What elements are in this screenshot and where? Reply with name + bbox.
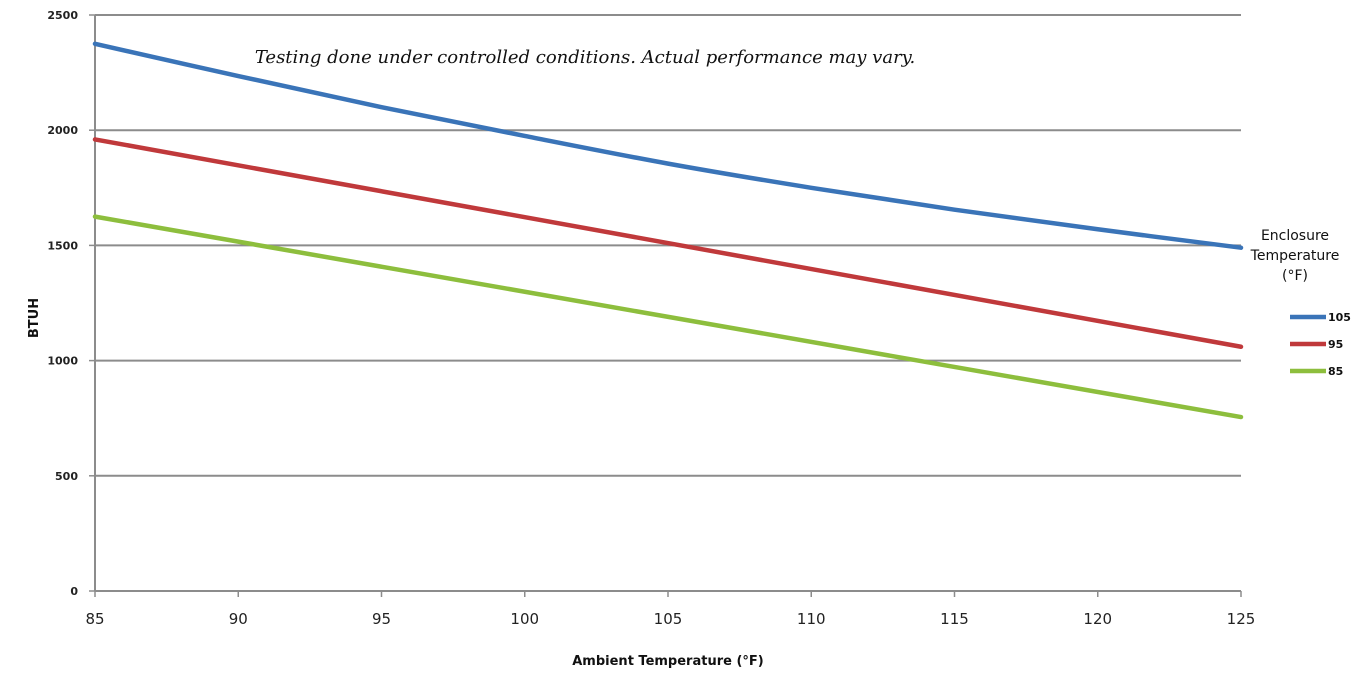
annotation-text: Testing done under controlled conditions…: [255, 47, 915, 68]
x-tick-label: 100: [510, 610, 539, 628]
tick-labels: 0 500 1000 1500 2000 2500 85 90 95 100 105 110 115 12…: [47, 9, 1255, 628]
x-tick-label: 110: [797, 610, 826, 628]
series-line-105: [92, 41, 1244, 250]
legend-title-line: (°F): [1282, 268, 1308, 284]
y-tick-label: 1000: [47, 355, 78, 368]
y-tick-label: 2000: [47, 124, 78, 137]
y-tick-label: 0: [70, 585, 78, 598]
y-tick-label: 2500: [47, 9, 78, 22]
y-tick-label: 1500: [47, 239, 78, 252]
x-tick-label: 105: [654, 610, 683, 628]
series-line-95: [92, 137, 1244, 350]
axes: [89, 14, 1242, 597]
x-tick-label: 95: [372, 610, 391, 628]
legend-label-85: 85: [1328, 365, 1343, 378]
gridlines: [95, 14, 1241, 477]
y-axis-title: BTUH: [27, 298, 42, 338]
legend-title-line: Enclosure: [1261, 228, 1329, 244]
legend-label-105: 105: [1328, 311, 1351, 324]
series-line-85: [92, 214, 1244, 420]
x-tick-label: 85: [85, 610, 104, 628]
legend: Enclosure Temperature (°F) 105 95 85: [1250, 228, 1351, 378]
x-tick-label: 120: [1083, 610, 1112, 628]
x-tick-label: 90: [229, 610, 248, 628]
x-tick-label: 115: [940, 610, 969, 628]
x-tick-label: 125: [1227, 610, 1256, 628]
series-lines: [92, 41, 1244, 420]
legend-title-line: Temperature: [1250, 248, 1340, 264]
x-axis-title: Ambient Temperature (°F): [572, 654, 763, 669]
y-tick-label: 500: [55, 470, 78, 483]
legend-label-95: 95: [1328, 338, 1343, 351]
